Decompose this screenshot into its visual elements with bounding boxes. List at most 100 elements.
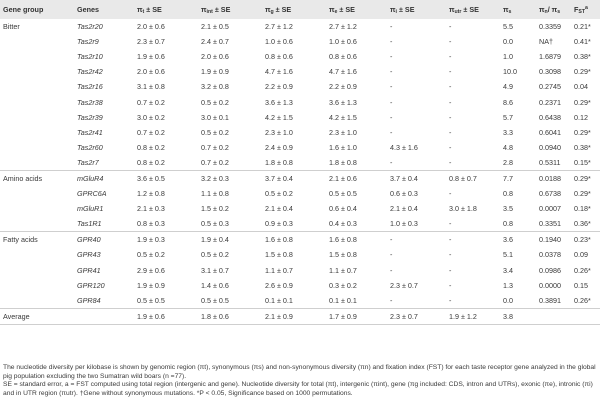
cell-ps: 1.0: [503, 52, 513, 62]
cell-ratio: 0.0000: [539, 280, 561, 290]
cell-pe: 1.6 ± 1.0: [329, 142, 357, 152]
cell-group: [0, 34, 74, 49]
cell-pu: -: [449, 82, 452, 92]
cell-pi: -: [390, 37, 393, 47]
cell-fst: 0.41*: [574, 37, 591, 47]
cell-fst: 0.38*: [574, 52, 591, 62]
cell-pint: 3.2 ± 0.3: [198, 169, 262, 187]
cell-ps: 3.8: [500, 307, 536, 325]
cell-group: Average: [0, 307, 74, 325]
cell-fst: 0.29*: [574, 67, 591, 77]
cell-pg: 2.4 ± 0.9: [265, 142, 293, 152]
cell-pint: 0.5 ± 0.3: [201, 219, 229, 229]
cell-pt: 1.9 ± 0.6: [134, 307, 198, 325]
cell-gene: Tas2r38: [77, 97, 103, 107]
cell-pt: 0.5 ± 0.2: [137, 250, 165, 260]
table-row: Average 1.9 ± 0.6 1.8 ± 0.6 2.1 ± 0.9 1.7 ± …: [0, 307, 600, 325]
cell-group: [0, 94, 74, 109]
cell-fst: 0.26*: [574, 295, 591, 305]
cell-ps: 7.7: [500, 169, 536, 187]
cell-pt: 1.9 ± 0.3: [134, 231, 198, 248]
cell-ratio: 0.5311: [539, 157, 561, 167]
cell-pu: -: [449, 280, 452, 290]
cell-pint: 3.1 ± 0.7: [201, 265, 229, 275]
cell-group: [0, 49, 74, 64]
cell-ps: 3.4: [503, 265, 513, 275]
cell-pint: 0.5 ± 0.2: [201, 250, 229, 260]
cell-gene: mGluR4: [74, 169, 134, 187]
cell-ps: 1.3: [503, 280, 513, 290]
cell-gene: Tas2r10: [77, 52, 103, 62]
cell-pint: 2.0 ± 0.6: [201, 52, 229, 62]
cell-pg: 3.7 ± 0.4: [262, 169, 326, 187]
cell-pu: -: [449, 127, 452, 137]
cell-pe: 1.7 ± 0.9: [326, 307, 387, 325]
table-row: GPR41 2.9 ± 0.6 3.1 ± 0.7 1.1 ± 0.7 1.1 ± 0.…: [0, 263, 600, 278]
cell-ratio: 0.3351: [539, 219, 561, 229]
cell-fst: 0.26*: [574, 265, 591, 275]
table-row: GPR43 0.5 ± 0.2 0.5 ± 0.2 1.5 ± 0.8 1.5 ± 0.…: [0, 247, 600, 262]
header-row: Gene group Genes πt ± SE πint ± SE πg ± …: [0, 0, 600, 19]
table-row: Bitter Tas2r20 2.0 ± 0.6 2.1 ± 0.5 2.7 ± 1.2…: [0, 19, 600, 34]
cell-gene: Tas2r16: [77, 82, 103, 92]
cell-pe: 0.8 ± 0.6: [329, 52, 357, 62]
cell-pe: 2.1 ± 0.6: [326, 169, 387, 187]
cell-pi: 3.7 ± 0.4: [387, 169, 446, 187]
cell-pu: -: [449, 67, 452, 77]
cell-ratio: 0.2745: [539, 82, 561, 92]
cell-ratio: 0.2371: [539, 97, 561, 107]
cell-pu: -: [449, 52, 452, 62]
cell-pi: -: [390, 127, 393, 137]
cell-ratio: 0.6041: [539, 127, 561, 137]
cell-pu: -: [449, 295, 452, 305]
cell-gene: GPR84: [77, 295, 101, 305]
cell-pt: 0.5 ± 0.5: [137, 295, 165, 305]
cell-pi: 2.1 ± 0.4: [390, 204, 418, 214]
cell-pg: 4.2 ± 1.5: [265, 112, 293, 122]
cell-fst: 0.38*: [574, 142, 591, 152]
cell-pu: 3.0 ± 1.8: [449, 204, 477, 214]
header-pi-s: πs: [500, 0, 536, 19]
cell-ratio: 0.0188: [536, 169, 571, 187]
cell-pt: 3.0 ± 0.2: [137, 112, 165, 122]
cell-pg: 1.1 ± 0.7: [265, 265, 293, 275]
cell-pu: -: [449, 142, 452, 152]
cell-pu: 0.8 ± 0.7: [446, 169, 500, 187]
cell-group: [0, 110, 74, 125]
cell-group: [0, 186, 74, 201]
cell-pu: -: [449, 157, 452, 167]
cell-fst: 0.36*: [574, 219, 591, 229]
cell-pu: -: [449, 219, 452, 229]
cell-pg: 1.0 ± 0.6: [265, 37, 293, 47]
table-row: Tas2r10 1.9 ± 0.6 2.0 ± 0.6 0.8 ± 0.6 0.8 ± …: [0, 49, 600, 64]
cell-pint: 2.1 ± 0.5: [201, 22, 229, 32]
table-row: GPRC6A 1.2 ± 0.8 1.1 ± 0.8 0.5 ± 0.2 0.5 ± 0…: [0, 186, 600, 201]
cell-fst: 0.15*: [574, 157, 591, 167]
cell-ratio: 0.6438: [539, 112, 561, 122]
cell-fst: 0.29*: [571, 169, 600, 187]
cell-pint: 1.8 ± 0.6: [198, 307, 262, 325]
cell-ratio: 0.1940: [536, 231, 571, 248]
cell-ps: 5.7: [503, 112, 513, 122]
cell-group: [0, 64, 74, 79]
cell-pi: -: [390, 97, 393, 107]
cell-fst: 0.29*: [574, 127, 591, 137]
cell-pt: 0.7 ± 0.2: [137, 97, 165, 107]
cell-fst: [571, 307, 600, 325]
cell-pint: 1.5 ± 0.2: [201, 204, 229, 214]
footnote-line-2: SE = standard error, a = FST computed us…: [3, 381, 593, 397]
diversity-table: Gene group Genes πt ± SE πint ± SE πg ± …: [0, 0, 600, 325]
header-genes: Genes: [74, 0, 134, 19]
cell-pg: 2.2 ± 0.9: [265, 82, 293, 92]
header-gene-group: Gene group: [0, 0, 74, 19]
cell-gene: Tas2r20: [77, 22, 103, 32]
cell-pt: 2.0 ± 0.6: [137, 67, 165, 77]
cell-pu: -: [446, 231, 500, 248]
cell-gene: Tas2r60: [77, 142, 103, 152]
cell-group: [0, 140, 74, 155]
cell-pt: 2.1 ± 0.3: [137, 204, 165, 214]
cell-pe: 1.0 ± 0.6: [329, 37, 357, 47]
table-row: Fatty acids GPR40 1.9 ± 0.3 1.9 ± 0.4 1.6 ± …: [0, 231, 600, 248]
cell-pi: 2.3 ± 0.7: [387, 307, 446, 325]
